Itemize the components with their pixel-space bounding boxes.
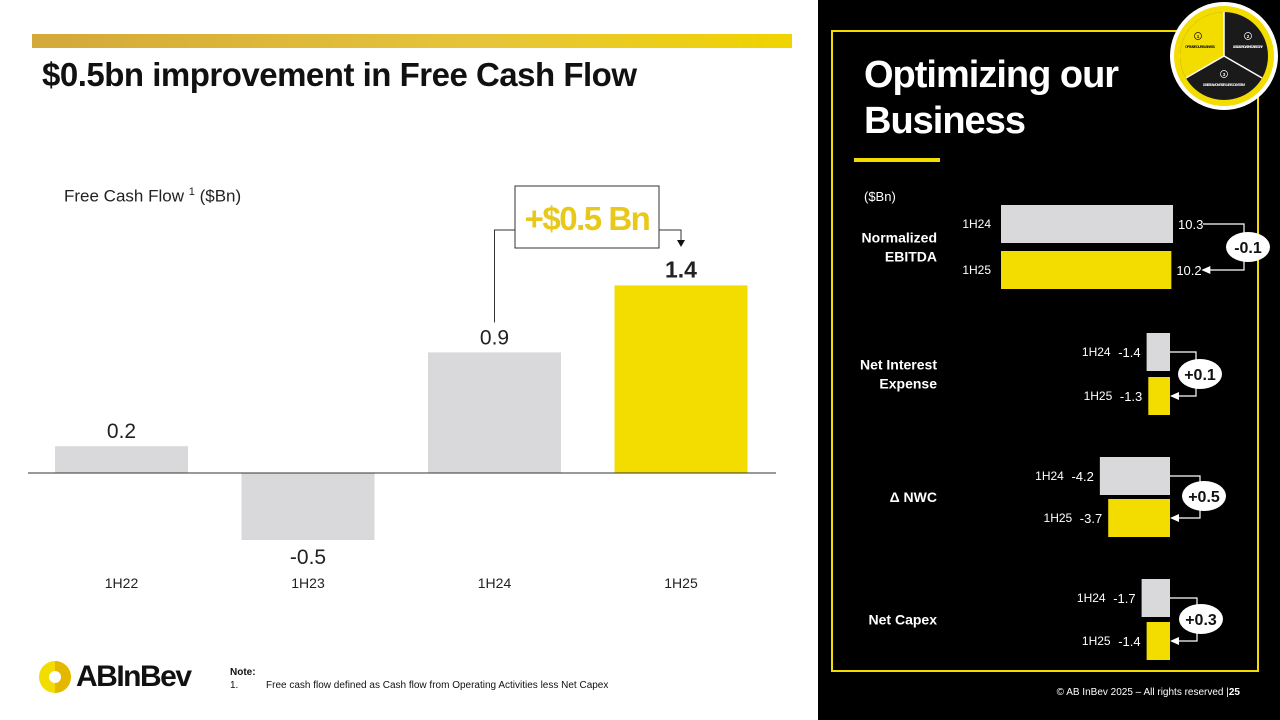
value-label-net-interest-expense-1H25: -1.3 bbox=[1120, 389, 1142, 404]
bar-nwc-1H24 bbox=[1099, 457, 1170, 495]
category-label-net-interest-expense-1: Expense bbox=[879, 376, 937, 392]
bracket-arrowhead-normalized-ebitda bbox=[1201, 266, 1211, 274]
delta-badge-nwc bbox=[1182, 481, 1226, 511]
title-accent-bar bbox=[32, 34, 792, 48]
x-tick-1H24: 1H24 bbox=[478, 575, 512, 591]
category-label-net-interest-expense-0: Net Interest bbox=[860, 357, 937, 373]
value-label-normalized-ebitda-1H25: 10.2 bbox=[1176, 263, 1201, 278]
category-label-nwc-0: Δ NWC bbox=[890, 489, 937, 505]
value-label-normalized-ebitda-1H24: 10.3 bbox=[1178, 217, 1203, 232]
value-label-net-interest-expense-1H24: -1.4 bbox=[1118, 345, 1140, 360]
wheel-digitize: DIGITIZE & MONETIZE OUR ECOSYSTEM bbox=[1203, 83, 1245, 87]
bar-normalized-ebitda-1H24 bbox=[1001, 205, 1174, 243]
bar-nwc-1H25 bbox=[1108, 499, 1170, 537]
bar-normalized-ebitda-1H25 bbox=[1001, 251, 1172, 289]
delta-label-net-capex: +0.3 bbox=[1185, 612, 1217, 629]
copyright-text: © AB InBev 2025 – All rights reserved | bbox=[1056, 687, 1229, 698]
annotation-connector-left bbox=[494, 229, 515, 323]
series-label-nwc-1H25: 1H25 bbox=[1044, 511, 1073, 525]
note-number: 1. bbox=[230, 680, 239, 691]
bar-1H22 bbox=[55, 446, 188, 473]
note-text: Free cash flow defined as Cash flow from… bbox=[266, 680, 609, 691]
series-label-normalized-ebitda-1H25: 1H25 bbox=[962, 263, 991, 277]
wheel-num-1: 1 bbox=[1197, 34, 1200, 39]
wheel-optimize: OPTIMIZE OUR BUSINESS bbox=[1185, 45, 1216, 49]
chart-y-axis-label: Free Cash Flow 1 ($Bn) bbox=[64, 186, 241, 207]
value-label-nwc-1H25: -3.7 bbox=[1080, 511, 1102, 526]
side-panel-unit: ($Bn) bbox=[864, 189, 896, 204]
free-cash-flow-chart: 0.2 1H22 -0.5 1H23 0.9 1H24 1.4 1H25 +$0.5 Bn bbox=[28, 185, 776, 591]
bridge-chart: Normalized EBITDA 10.3 1H24 10.2 1H25 -0.1 Net … bbox=[860, 205, 1270, 660]
y-axis-label-text: Free Cash Flow bbox=[64, 186, 184, 206]
abinbev-logo: ABInBev bbox=[38, 660, 192, 694]
bar-net-capex-1H24 bbox=[1141, 579, 1170, 617]
bracket-arrowhead-nwc bbox=[1170, 514, 1179, 522]
slide-title: $0.5bn improvement in Free Cash Flow bbox=[42, 56, 637, 93]
side-panel-title: Optimizing our Business bbox=[864, 54, 1119, 142]
category-label-normalized-ebitda-0: Normalized bbox=[862, 230, 937, 246]
logo-emblem-icon bbox=[39, 661, 71, 693]
bar-net-capex-1H25 bbox=[1146, 622, 1170, 660]
strategy-wheel-icon: 1 OPTIMIZE OUR BUSINESS 2 LEAD & GROW TH… bbox=[1170, 2, 1278, 110]
copyright: © AB InBev 2025 – All rights reserved |2… bbox=[1057, 687, 1240, 698]
bar-1H25 bbox=[614, 285, 748, 473]
page-number: 25 bbox=[1228, 687, 1240, 698]
bracket-arrowhead-net-interest-expense bbox=[1170, 392, 1179, 400]
data-label-1H23: -0.5 bbox=[290, 546, 326, 569]
delta-badge-normalized-ebitda bbox=[1226, 232, 1270, 262]
data-label-1H25: 1.4 bbox=[665, 256, 697, 282]
delta-label-net-interest-expense: +0.1 bbox=[1184, 367, 1216, 384]
value-label-net-capex-1H25: -1.4 bbox=[1118, 634, 1140, 649]
bar-net-interest-expense-1H25 bbox=[1148, 377, 1170, 415]
wheel-num-2: 2 bbox=[1247, 34, 1250, 39]
annotation-connector-right bbox=[659, 229, 682, 241]
note-row: 1. Free cash flow defined as Cash flow fr… bbox=[230, 680, 608, 691]
category-label-net-capex-0: Net Capex bbox=[869, 612, 938, 628]
value-label-nwc-1H24: -4.2 bbox=[1071, 469, 1093, 484]
series-label-net-interest-expense-1H25: 1H25 bbox=[1084, 389, 1113, 403]
footnote: Note: 1. Free cash flow defined as Cash f… bbox=[230, 667, 608, 691]
bar-1H23 bbox=[241, 473, 375, 540]
delta-badge-net-capex bbox=[1179, 604, 1223, 634]
wheel-lead: LEAD & GROW THE CATEGORY bbox=[1233, 45, 1264, 49]
y-axis-unit: ($Bn) bbox=[199, 186, 242, 206]
main-slide-area: $0.5bn improvement in Free Cash Flow Fre… bbox=[28, 34, 792, 694]
value-label-net-capex-1H24: -1.7 bbox=[1113, 591, 1135, 606]
category-label-normalized-ebitda-1: EBITDA bbox=[885, 249, 937, 265]
data-label-1H24: 0.9 bbox=[480, 326, 509, 349]
footnote-marker: 1 bbox=[188, 186, 195, 198]
series-label-net-interest-expense-1H24: 1H24 bbox=[1082, 345, 1111, 359]
annotation-label: +$0.5 Bn bbox=[525, 200, 650, 237]
x-tick-1H23: 1H23 bbox=[291, 575, 325, 591]
wheel-num-3: 3 bbox=[1223, 72, 1226, 77]
x-tick-1H25: 1H25 bbox=[664, 575, 698, 591]
bracket-arrowhead-net-capex bbox=[1170, 637, 1179, 645]
x-tick-1H22: 1H22 bbox=[105, 575, 139, 591]
data-label-1H22: 0.2 bbox=[107, 420, 136, 443]
bar-net-interest-expense-1H24 bbox=[1146, 333, 1170, 371]
delta-label-nwc: +0.5 bbox=[1188, 489, 1220, 506]
series-label-net-capex-1H25: 1H25 bbox=[1082, 634, 1111, 648]
annotation-box bbox=[514, 185, 660, 249]
annotation-arrowhead bbox=[677, 240, 685, 247]
logo-wordmark: ABInBev bbox=[76, 660, 192, 693]
bar-1H24 bbox=[428, 352, 561, 473]
series-label-net-capex-1H24: 1H24 bbox=[1077, 591, 1106, 605]
series-label-normalized-ebitda-1H24: 1H24 bbox=[962, 217, 991, 231]
side-panel-accent-line bbox=[854, 158, 940, 162]
delta-label-normalized-ebitda: -0.1 bbox=[1234, 240, 1262, 257]
series-label-nwc-1H24: 1H24 bbox=[1035, 469, 1064, 483]
side-panel-frame bbox=[831, 30, 1259, 672]
note-title: Note: bbox=[230, 667, 256, 678]
delta-badge-net-interest-expense bbox=[1178, 359, 1222, 389]
